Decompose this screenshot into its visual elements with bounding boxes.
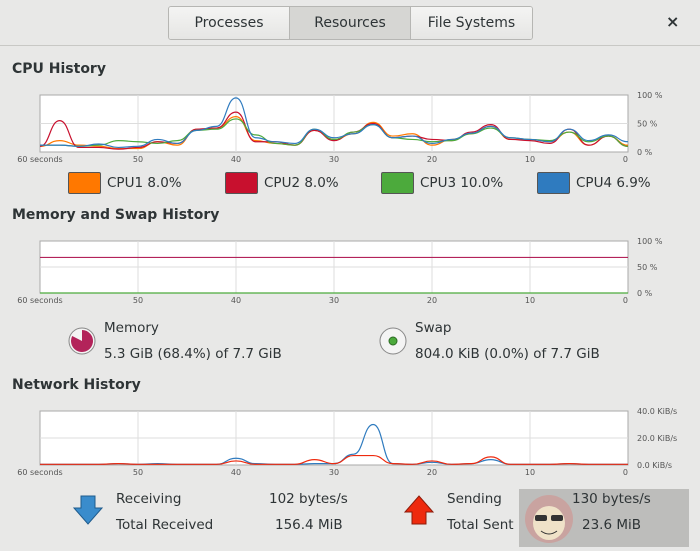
x-tick-label: 10 [525, 468, 535, 477]
total-received-value: 156.4 MiB [275, 517, 343, 533]
x-tick-label: 60 seconds [17, 296, 62, 305]
cpu2-color-swatch[interactable] [225, 172, 258, 194]
sending-value: 130 bytes/s [572, 491, 651, 507]
memory-value: 5.3 GiB (68.4%) of 7.7 GiB [104, 346, 282, 362]
x-tick-label: 0 [623, 155, 628, 164]
x-tick-label: 10 [525, 296, 535, 305]
receiving-label: Receiving [116, 491, 182, 507]
x-tick-label: 30 [329, 296, 339, 305]
x-tick-label: 20 [427, 296, 437, 305]
tab-file-systems[interactable]: File Systems [411, 7, 532, 39]
cpu1-label: CPU1 8.0% [107, 175, 182, 191]
x-tick-label: 0 [623, 296, 628, 305]
cpu3-color-swatch[interactable] [381, 172, 414, 194]
x-tick-label: 20 [427, 468, 437, 477]
legend-cpu1: CPU1 8.0% [68, 172, 182, 194]
total-sent-value: 23.6 MiB [582, 517, 642, 533]
x-tick-label: 50 [133, 296, 143, 305]
x-tick-label: 50 [133, 468, 143, 477]
view-switcher: Processes Resources File Systems [168, 6, 533, 40]
network-chart: 40.0 KiB/s 20.0 KiB/s 0.0 KiB/s 60 seconds 5… [17, 407, 677, 477]
y-tick-label: 50 % [637, 263, 658, 272]
x-tick-label: 40 [231, 296, 241, 305]
memory-label: Memory [104, 320, 159, 336]
receiving-value: 102 bytes/s [269, 491, 348, 507]
y-tick-label: 0 % [637, 148, 653, 157]
x-tick-label: 40 [231, 468, 241, 477]
close-button[interactable]: × [666, 12, 680, 31]
sending-label: Sending [447, 491, 502, 507]
cpu2-label: CPU2 8.0% [264, 175, 339, 191]
legend-cpu4: CPU4 6.9% [537, 172, 651, 194]
network-history-title: Network History [12, 377, 141, 393]
x-tick-label: 50 [133, 155, 143, 164]
total-sent-label: Total Sent [447, 517, 514, 533]
swap-pie-icon[interactable] [378, 326, 408, 356]
cpu4-label: CPU4 6.9% [576, 175, 651, 191]
receiving-arrow-down-icon [72, 495, 104, 525]
y-tick-label: 50 % [637, 120, 658, 129]
x-tick-label: 0 [623, 468, 628, 477]
total-received-label: Total Received [116, 517, 214, 533]
y-tick-label: 100 % [637, 91, 663, 100]
y-tick-label: 100 % [637, 237, 663, 246]
avatar-icon [525, 495, 573, 543]
x-tick-label: 60 seconds [17, 468, 62, 477]
x-tick-label: 30 [329, 468, 339, 477]
x-tick-label: 30 [329, 155, 339, 164]
memory-chart: 100 % 50 % 0 % 60 seconds 50 40 30 20 10 0 [17, 237, 663, 305]
cpu3-label: CPU3 10.0% [420, 175, 504, 191]
x-tick-label: 10 [525, 155, 535, 164]
series-line-cpu4 [40, 97, 629, 149]
memory-pie-icon[interactable] [67, 326, 97, 356]
y-tick-label: 20.0 KiB/s [637, 434, 677, 443]
cpu1-color-swatch[interactable] [68, 172, 101, 194]
tab-resources[interactable]: Resources [290, 7, 411, 39]
header-bar: Processes Resources File Systems × [0, 0, 700, 46]
cpu-history-title: CPU History [12, 61, 106, 77]
swap-label: Swap [415, 320, 452, 336]
series-line-cpu2 [39, 111, 629, 150]
x-tick-label: 60 seconds [17, 155, 62, 164]
memory-history-title: Memory and Swap History [12, 207, 220, 223]
cpu-chart: 100 % 50 % 0 % 60 seconds 50 40 30 20 10 0 [17, 91, 663, 164]
x-tick-label: 20 [427, 155, 437, 164]
y-tick-label: 0 % [637, 289, 653, 298]
swap-value: 804.0 KiB (0.0%) of 7.7 GiB [415, 346, 600, 362]
legend-cpu3: CPU3 10.0% [381, 172, 503, 194]
tab-processes[interactable]: Processes [169, 7, 290, 39]
series-line-sending [40, 454, 628, 465]
y-tick-label: 0.0 KiB/s [637, 461, 672, 470]
sending-arrow-up-icon [403, 495, 435, 525]
avatar-overlay [519, 489, 689, 547]
y-tick-label: 40.0 KiB/s [637, 407, 677, 416]
cpu4-color-swatch[interactable] [537, 172, 570, 194]
x-tick-label: 40 [231, 155, 241, 164]
legend-cpu2: CPU2 8.0% [225, 172, 339, 194]
